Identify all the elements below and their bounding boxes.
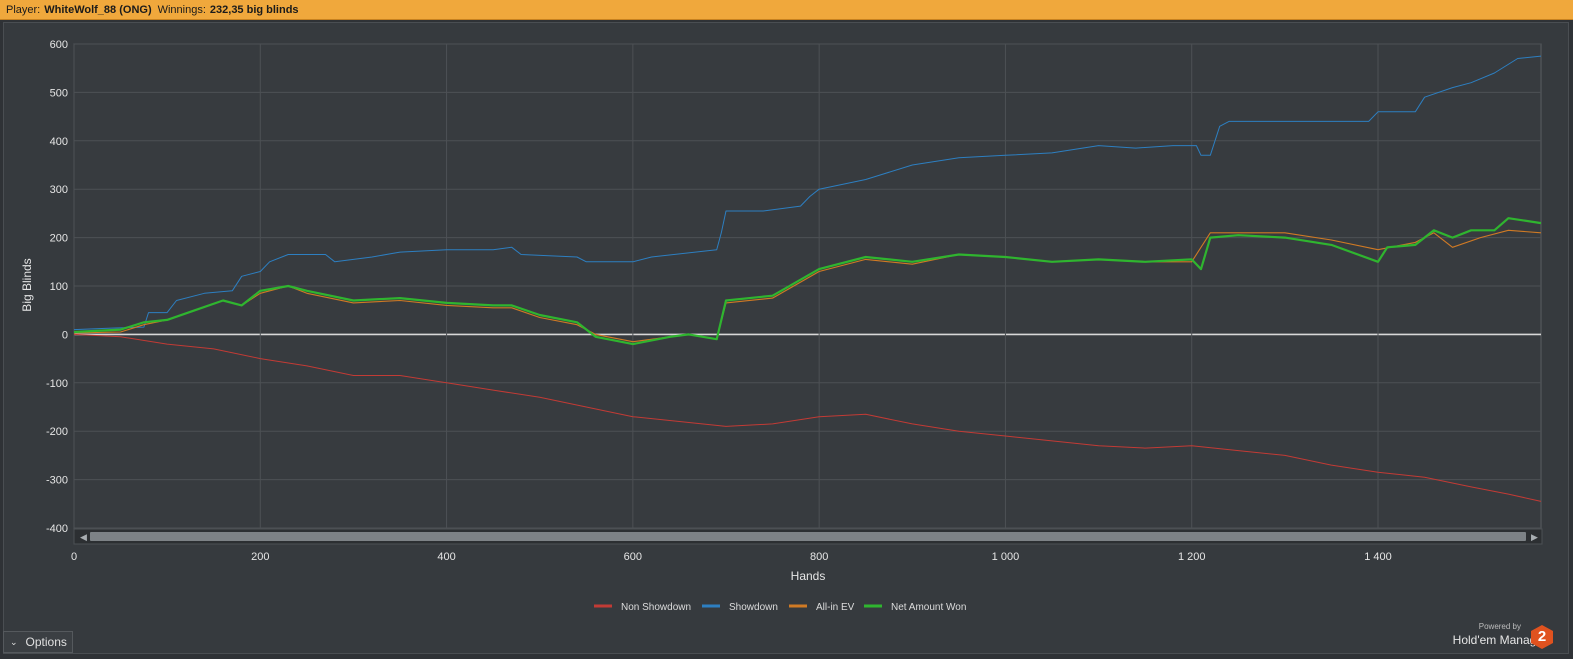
series-line-net-won bbox=[73, 217, 1542, 346]
x-tick-labels: 0 200 400 600 800 1 000 1 200 1 400 bbox=[71, 551, 1392, 563]
y-tick-label: 500 bbox=[50, 87, 68, 99]
x-tick-label: 800 bbox=[810, 551, 828, 563]
options-button[interactable]: ⌄ Options bbox=[3, 631, 73, 653]
player-label: Player: bbox=[6, 3, 41, 16]
x-tick-label: 0 bbox=[71, 551, 77, 563]
brand-logo: Powered by Hold'em Manager 2 bbox=[1453, 622, 1553, 649]
winnings-label: Winnings: bbox=[157, 3, 206, 16]
y-tick-label: -200 bbox=[46, 426, 68, 438]
y-tick-label: 300 bbox=[50, 184, 68, 196]
options-label: Options bbox=[25, 635, 67, 649]
series-line-showdown bbox=[73, 55, 1542, 331]
y-tick-label: 600 bbox=[50, 39, 68, 51]
winnings-value: 232,35 big blinds bbox=[209, 3, 299, 16]
chart-grid bbox=[73, 43, 1542, 529]
x-tick-label: 1 200 bbox=[1178, 551, 1206, 563]
x-tick-label: 1 000 bbox=[992, 551, 1020, 563]
x-axis-title: Hands bbox=[791, 569, 826, 583]
scrollbar-thumb[interactable] bbox=[90, 532, 1526, 541]
brand-name: Hold'em Manager bbox=[1452, 633, 1547, 647]
y-tick-label: -300 bbox=[46, 475, 68, 487]
player-header: Player: WhiteWolf_88 (ONG) Winnings: 232… bbox=[0, 0, 1573, 20]
y-tick-label: 100 bbox=[50, 281, 68, 293]
series-line-non-showdown bbox=[73, 333, 1542, 502]
chart-series bbox=[73, 55, 1542, 502]
legend-label: Net Amount Won bbox=[891, 602, 966, 613]
y-tick-label: 0 bbox=[62, 329, 68, 341]
legend-label: Showdown bbox=[729, 602, 778, 613]
player-name: WhiteWolf_88 (ONG) bbox=[44, 3, 152, 16]
powered-by-text: Powered by bbox=[1478, 622, 1521, 631]
legend-label: All-in EV bbox=[816, 602, 855, 613]
y-tick-label: -400 bbox=[46, 523, 68, 535]
horizontal-scrollbar[interactable]: ◀ ▶ bbox=[73, 528, 1543, 545]
chart-legend: Non Showdown Showdown All-in EV Net Amount … bbox=[594, 602, 966, 613]
x-tick-label: 600 bbox=[624, 551, 642, 563]
hm-logo-icon: 2 bbox=[1531, 625, 1553, 649]
x-tick-label: 1 400 bbox=[1364, 551, 1392, 563]
scroll-right-arrow-icon[interactable]: ▶ bbox=[1531, 532, 1538, 542]
legend-label: Non Showdown bbox=[621, 602, 691, 613]
scroll-left-arrow-icon[interactable]: ◀ bbox=[80, 532, 87, 542]
x-tick-label: 400 bbox=[437, 551, 455, 563]
chevron-down-icon: ⌄ bbox=[10, 636, 18, 647]
y-tick-label: -100 bbox=[46, 378, 68, 390]
y-axis-title: Big Blinds bbox=[20, 258, 34, 311]
y-tick-label: 400 bbox=[50, 136, 68, 148]
y-tick-labels: 600 500 400 300 200 100 0 -100 -200 -300 -400 bbox=[46, 39, 68, 535]
y-tick-label: 200 bbox=[50, 233, 68, 245]
x-tick-label: 200 bbox=[251, 551, 269, 563]
